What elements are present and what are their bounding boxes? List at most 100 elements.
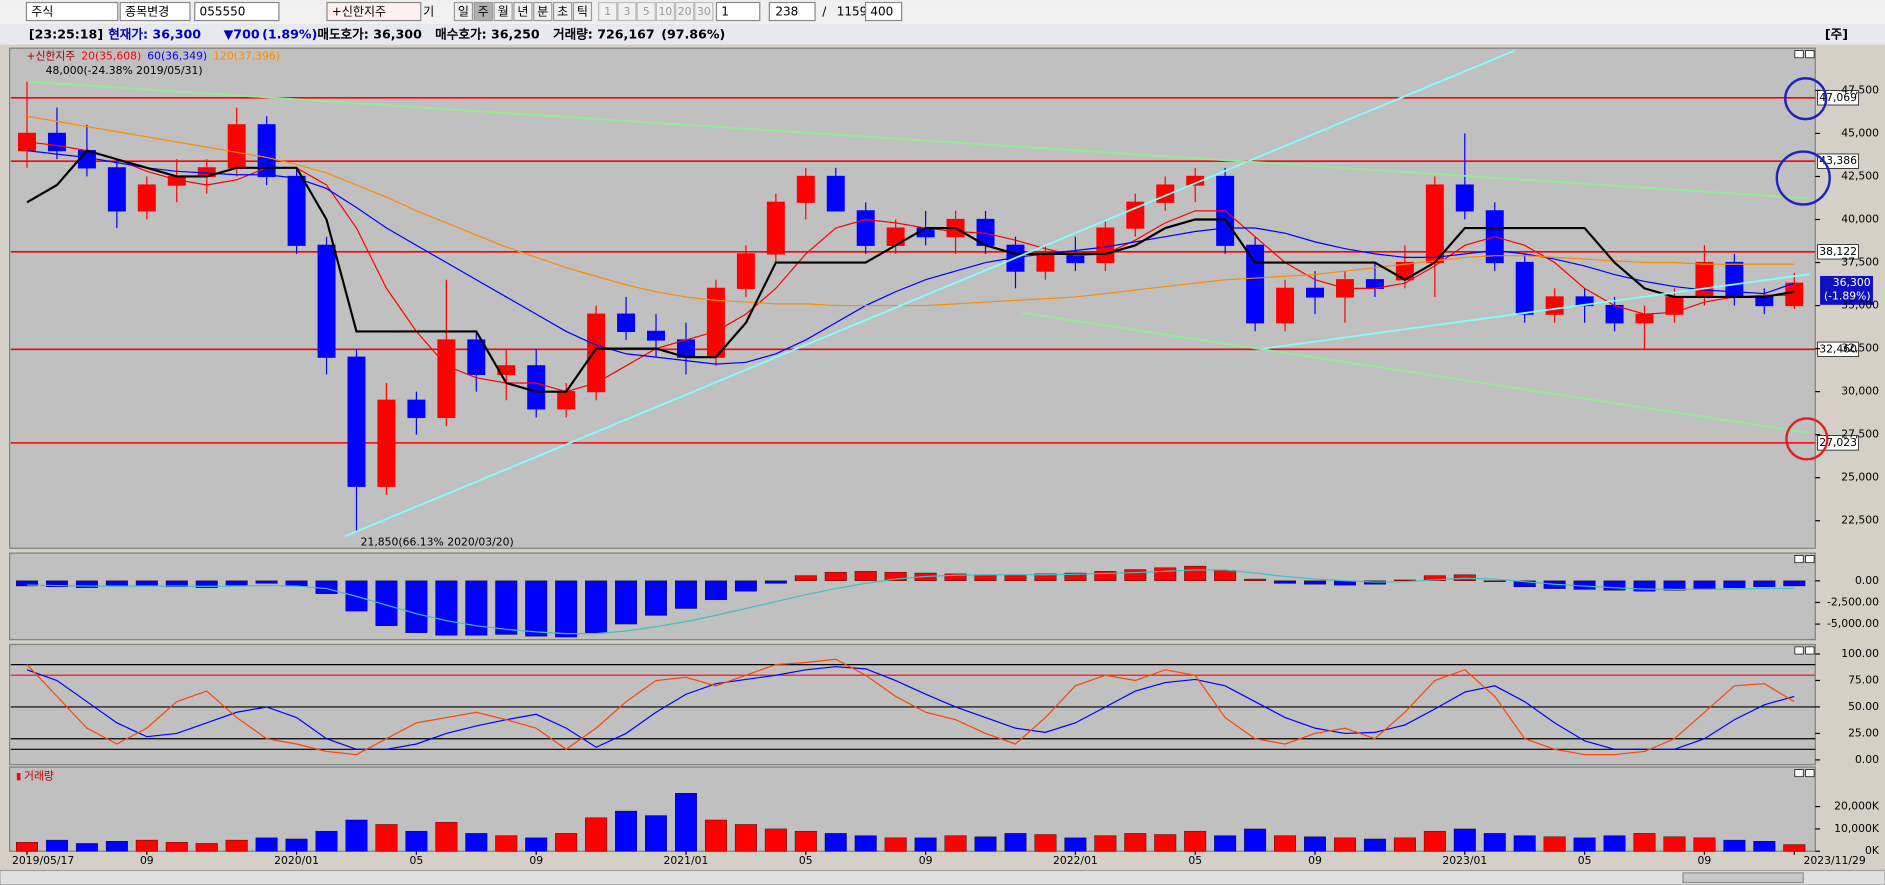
bar bbox=[704, 819, 727, 852]
bar bbox=[1663, 580, 1686, 591]
interval-button[interactable] bbox=[675, 1, 695, 22]
y-tick-label: 25,000 bbox=[1841, 471, 1879, 484]
moving-average bbox=[26, 115, 1795, 307]
bar bbox=[764, 580, 787, 584]
bar bbox=[675, 793, 697, 852]
bar bbox=[225, 839, 248, 852]
bar bbox=[375, 824, 398, 852]
oscillator-line bbox=[26, 658, 1795, 756]
candle-body bbox=[1545, 296, 1564, 315]
bar bbox=[555, 580, 578, 638]
candle-body bbox=[1246, 244, 1265, 324]
bar bbox=[1064, 837, 1087, 852]
bar bbox=[1334, 837, 1356, 852]
bar bbox=[255, 837, 278, 852]
bar bbox=[75, 580, 98, 588]
bar bbox=[1034, 573, 1057, 581]
low-annotation: 21,850(66.13% 2020/03/20) bbox=[361, 535, 514, 548]
bar bbox=[1543, 836, 1566, 852]
period-button[interactable] bbox=[552, 1, 573, 22]
panel-icon[interactable] bbox=[1805, 646, 1815, 655]
level-label: 38,122 bbox=[1819, 245, 1857, 258]
candle-body bbox=[257, 124, 276, 178]
toolbar bbox=[0, 0, 1885, 25]
y-tick-label: 30,000 bbox=[1841, 385, 1879, 398]
period-button[interactable] bbox=[473, 1, 493, 22]
interval-button[interactable] bbox=[598, 1, 618, 22]
bar bbox=[645, 580, 667, 616]
interval-label: 20 bbox=[678, 5, 692, 18]
bar bbox=[764, 828, 787, 852]
name-field[interactable] bbox=[326, 1, 422, 22]
period-button[interactable] bbox=[533, 1, 553, 22]
change-select[interactable] bbox=[119, 1, 191, 22]
scrollbar[interactable] bbox=[0, 869, 1885, 885]
period-button[interactable] bbox=[453, 1, 474, 22]
stoch-panel bbox=[9, 643, 1816, 766]
tag: [주] bbox=[1825, 26, 1848, 41]
candle-body bbox=[766, 201, 785, 255]
interval-button[interactable] bbox=[694, 1, 714, 22]
y-tick-label: -2,500.00 bbox=[1827, 595, 1879, 608]
bar bbox=[1483, 580, 1506, 582]
code-input[interactable] bbox=[194, 1, 280, 22]
bar bbox=[1244, 578, 1267, 581]
count-input[interactable] bbox=[768, 1, 816, 22]
panel-icon[interactable] bbox=[1794, 769, 1804, 778]
bar bbox=[1304, 836, 1326, 852]
legend-entry: 120(37,396) bbox=[213, 50, 280, 63]
bar bbox=[1513, 580, 1536, 588]
highlight-circle bbox=[1775, 150, 1831, 206]
zoom: 400 bbox=[870, 5, 893, 19]
bar bbox=[1603, 835, 1626, 852]
bar bbox=[315, 830, 338, 852]
bar bbox=[1124, 833, 1147, 852]
interval-button[interactable] bbox=[617, 1, 637, 22]
bar bbox=[1094, 571, 1117, 581]
bar bbox=[1693, 580, 1716, 589]
bar bbox=[585, 817, 608, 852]
period-label: 주 bbox=[478, 5, 489, 19]
bar bbox=[585, 580, 608, 633]
panel-icon[interactable] bbox=[1794, 646, 1804, 655]
x-tick-label: 09 bbox=[140, 854, 154, 867]
bar bbox=[914, 837, 937, 852]
y-tick-label: 35,000 bbox=[1841, 299, 1879, 312]
panel-icon[interactable] bbox=[1805, 50, 1815, 59]
last-price: 36,300 bbox=[1833, 276, 1871, 289]
y-tick-label: 42,500 bbox=[1841, 169, 1879, 182]
gi[interactable]: 기 bbox=[423, 5, 434, 19]
signal-line bbox=[27, 569, 1795, 635]
x-tick-label: 2022/01 bbox=[1053, 854, 1098, 867]
scroll-thumb[interactable] bbox=[1682, 872, 1804, 884]
zoom-input[interactable] bbox=[864, 1, 903, 22]
panel-icon[interactable] bbox=[1794, 50, 1804, 59]
bar bbox=[794, 830, 817, 852]
bar bbox=[1274, 835, 1297, 852]
market-select[interactable] bbox=[25, 1, 119, 22]
intervals: 1 3 5 10 20 30 bbox=[598, 1, 714, 22]
legend-name: +신한지주 bbox=[26, 50, 75, 63]
interval-select[interactable] bbox=[715, 1, 761, 22]
highlight-circle bbox=[1784, 77, 1828, 121]
interval-button[interactable] bbox=[655, 1, 676, 22]
candle-body bbox=[467, 339, 486, 376]
price-panel bbox=[9, 47, 1816, 549]
bar bbox=[135, 839, 158, 852]
bar bbox=[1393, 837, 1416, 852]
period-button[interactable] bbox=[493, 1, 513, 22]
period-button[interactable] bbox=[572, 1, 593, 22]
interval-button[interactable] bbox=[636, 1, 656, 22]
level-label-box bbox=[1817, 153, 1859, 169]
bar bbox=[944, 835, 967, 852]
bar bbox=[1184, 830, 1207, 852]
price: 현재가: 36,300 bbox=[108, 26, 201, 41]
bar bbox=[1693, 837, 1716, 852]
bar bbox=[734, 580, 757, 592]
panel-icon[interactable] bbox=[1805, 555, 1815, 564]
period-button[interactable] bbox=[513, 1, 533, 22]
y-tick-label: 47,500 bbox=[1841, 83, 1879, 96]
panel-icon[interactable] bbox=[1794, 555, 1804, 564]
x-tick-label: 2019/05/17 bbox=[12, 854, 74, 867]
panel-icon[interactable] bbox=[1805, 769, 1815, 778]
